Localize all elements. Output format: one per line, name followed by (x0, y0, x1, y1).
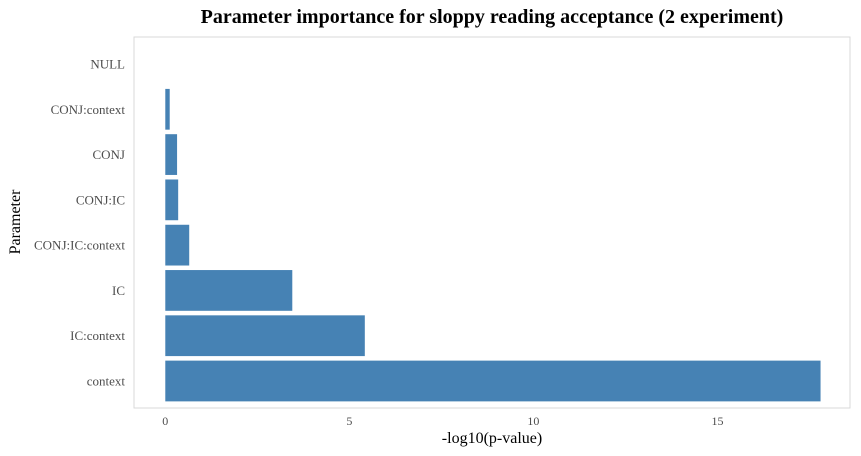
y-tick-label: CONJ:IC:context (34, 238, 125, 253)
y-tick-labels: NULL CONJ:context CONJ CONJ:IC CONJ:IC:conte… (34, 57, 125, 389)
x-tick-label: 10 (527, 414, 539, 428)
bar-conj-context (165, 88, 170, 130)
bar-conj-ic-context (165, 224, 190, 266)
y-tick-label: IC (112, 283, 125, 298)
bar-ic-context (165, 315, 365, 357)
bar-conj (165, 134, 178, 175)
y-tick-label: NULL (90, 57, 125, 72)
y-tick-label: context (87, 374, 126, 389)
x-tick-label: 15 (711, 414, 723, 428)
bar-conj-ic (165, 179, 179, 221)
bar-ic (165, 270, 293, 311)
bar-context (165, 360, 821, 402)
y-tick-label: CONJ:IC (76, 192, 125, 207)
x-tick-labels: 0 5 10 15 (162, 414, 723, 428)
x-tick-label: 5 (346, 414, 352, 428)
y-tick-label: CONJ (92, 147, 125, 162)
bars (165, 88, 821, 402)
x-tick-label: 0 (162, 414, 168, 428)
chart-title: Parameter importance for sloppy reading … (201, 6, 784, 28)
y-axis-title: Parameter (7, 189, 24, 255)
x-axis-title: -log10(p-value) (442, 430, 542, 447)
y-tick-label: CONJ:context (51, 102, 126, 117)
y-tick-label: IC:context (70, 328, 125, 343)
